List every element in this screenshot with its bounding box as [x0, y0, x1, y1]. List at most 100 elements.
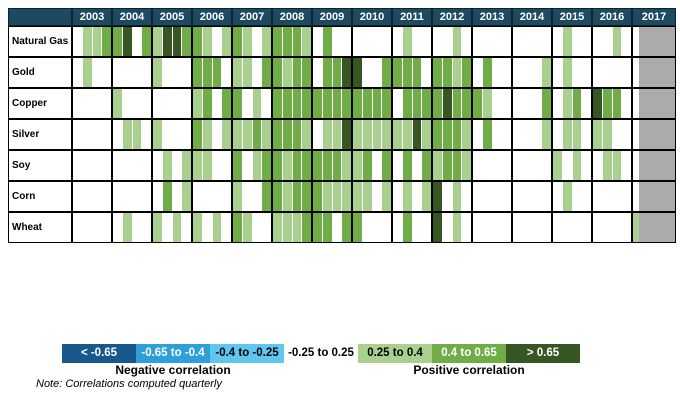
quarter-cell [602, 213, 613, 242]
quarter-cell [242, 182, 253, 211]
quarter-cell [193, 58, 203, 87]
quarter-cell [473, 120, 483, 149]
quarter-cell [513, 120, 523, 149]
quarter-cell [153, 89, 163, 118]
year-header-cell: 2013 [472, 8, 512, 26]
quarter-cell [262, 120, 271, 149]
quarter-cell [242, 151, 253, 180]
year-block [152, 88, 192, 119]
quarter-cell [393, 213, 403, 242]
quarter-cell [362, 89, 373, 118]
header-corner-cell [8, 8, 72, 26]
quarter-cell [562, 182, 573, 211]
quarter-cell [153, 213, 163, 242]
quarter-cell [222, 213, 231, 242]
quarter-cell [233, 120, 243, 149]
row-label: Soy [8, 150, 72, 181]
year-block [72, 212, 112, 243]
year-block [112, 181, 152, 212]
quarter-cell [193, 120, 203, 149]
quarter-cell [292, 182, 303, 211]
quarter-cell [553, 27, 563, 56]
quarter-cell [73, 27, 83, 56]
year-block [72, 150, 112, 181]
quarter-cell [612, 27, 623, 56]
quarter-cell [82, 213, 93, 242]
quarter-cell [622, 213, 631, 242]
quarter-cell [153, 120, 163, 149]
year-block [592, 57, 632, 88]
year-block [472, 181, 512, 212]
year-block [592, 26, 632, 57]
legend-negative-label: Negative correlation [115, 363, 231, 377]
quarter-cell [292, 213, 303, 242]
quarter-cell [233, 182, 243, 211]
year-block [352, 88, 392, 119]
quarter-cell [492, 120, 503, 149]
quarter-cell [282, 58, 293, 87]
quarter-cell [182, 151, 191, 180]
quarter-cell [102, 182, 111, 211]
quarter-cell [212, 182, 223, 211]
quarter-cell [482, 120, 493, 149]
quarter-cell [282, 27, 293, 56]
quarter-cell [532, 120, 543, 149]
quarter-cell [553, 151, 563, 180]
year-block [192, 181, 232, 212]
quarter-cell [73, 151, 83, 180]
quarter-cell [593, 213, 603, 242]
quarter-cell [602, 182, 613, 211]
quarter-cell [202, 213, 213, 242]
quarter-cell [393, 182, 403, 211]
quarter-cell [602, 120, 613, 149]
quarter-cell [522, 120, 533, 149]
quarter-cell [382, 213, 391, 242]
quarter-cell [142, 120, 151, 149]
quarter-cell [422, 213, 431, 242]
quarter-cell [182, 120, 191, 149]
year-block-2017 [632, 212, 676, 243]
quarter-cell [562, 151, 573, 180]
year-block [192, 57, 232, 88]
year-block [112, 26, 152, 57]
quarter-cell [422, 120, 431, 149]
year-block [312, 26, 352, 57]
quarter-cell [262, 213, 271, 242]
year-header-cell: 2005 [152, 8, 192, 26]
year-header-cell: 2003 [72, 8, 112, 26]
quarter-cell [132, 58, 143, 87]
quarter-cell [452, 89, 463, 118]
quarter-cell [212, 27, 223, 56]
quarter-cell [553, 213, 563, 242]
no-data-gray-cell [639, 89, 675, 118]
quarter-cell [313, 58, 323, 87]
quarter-cell [292, 27, 303, 56]
year-block [352, 212, 392, 243]
year-block [552, 181, 592, 212]
quarter-cell [313, 151, 323, 180]
quarter-cell [233, 213, 243, 242]
quarter-cell [132, 182, 143, 211]
quarter-cell [462, 151, 471, 180]
quarter-cell [412, 27, 423, 56]
year-block [312, 57, 352, 88]
year-block [112, 119, 152, 150]
year-block [432, 181, 472, 212]
quarter-cell [92, 27, 103, 56]
quarter-cell [102, 58, 111, 87]
quarter-cell [122, 151, 133, 180]
quarter-cell [342, 89, 351, 118]
quarter-cell [562, 120, 573, 149]
quarter-cell [113, 182, 123, 211]
no-data-gray-cell [639, 27, 675, 56]
quarter-cell [212, 89, 223, 118]
quarter-cell [553, 182, 563, 211]
quarter-cell [222, 151, 231, 180]
legend-segment: < -0.65 [62, 344, 136, 363]
year-block [352, 150, 392, 181]
year-block [472, 26, 512, 57]
year-block [472, 88, 512, 119]
quarter-cell [113, 213, 123, 242]
quarter-cell [273, 182, 283, 211]
quarter-cell [242, 27, 253, 56]
